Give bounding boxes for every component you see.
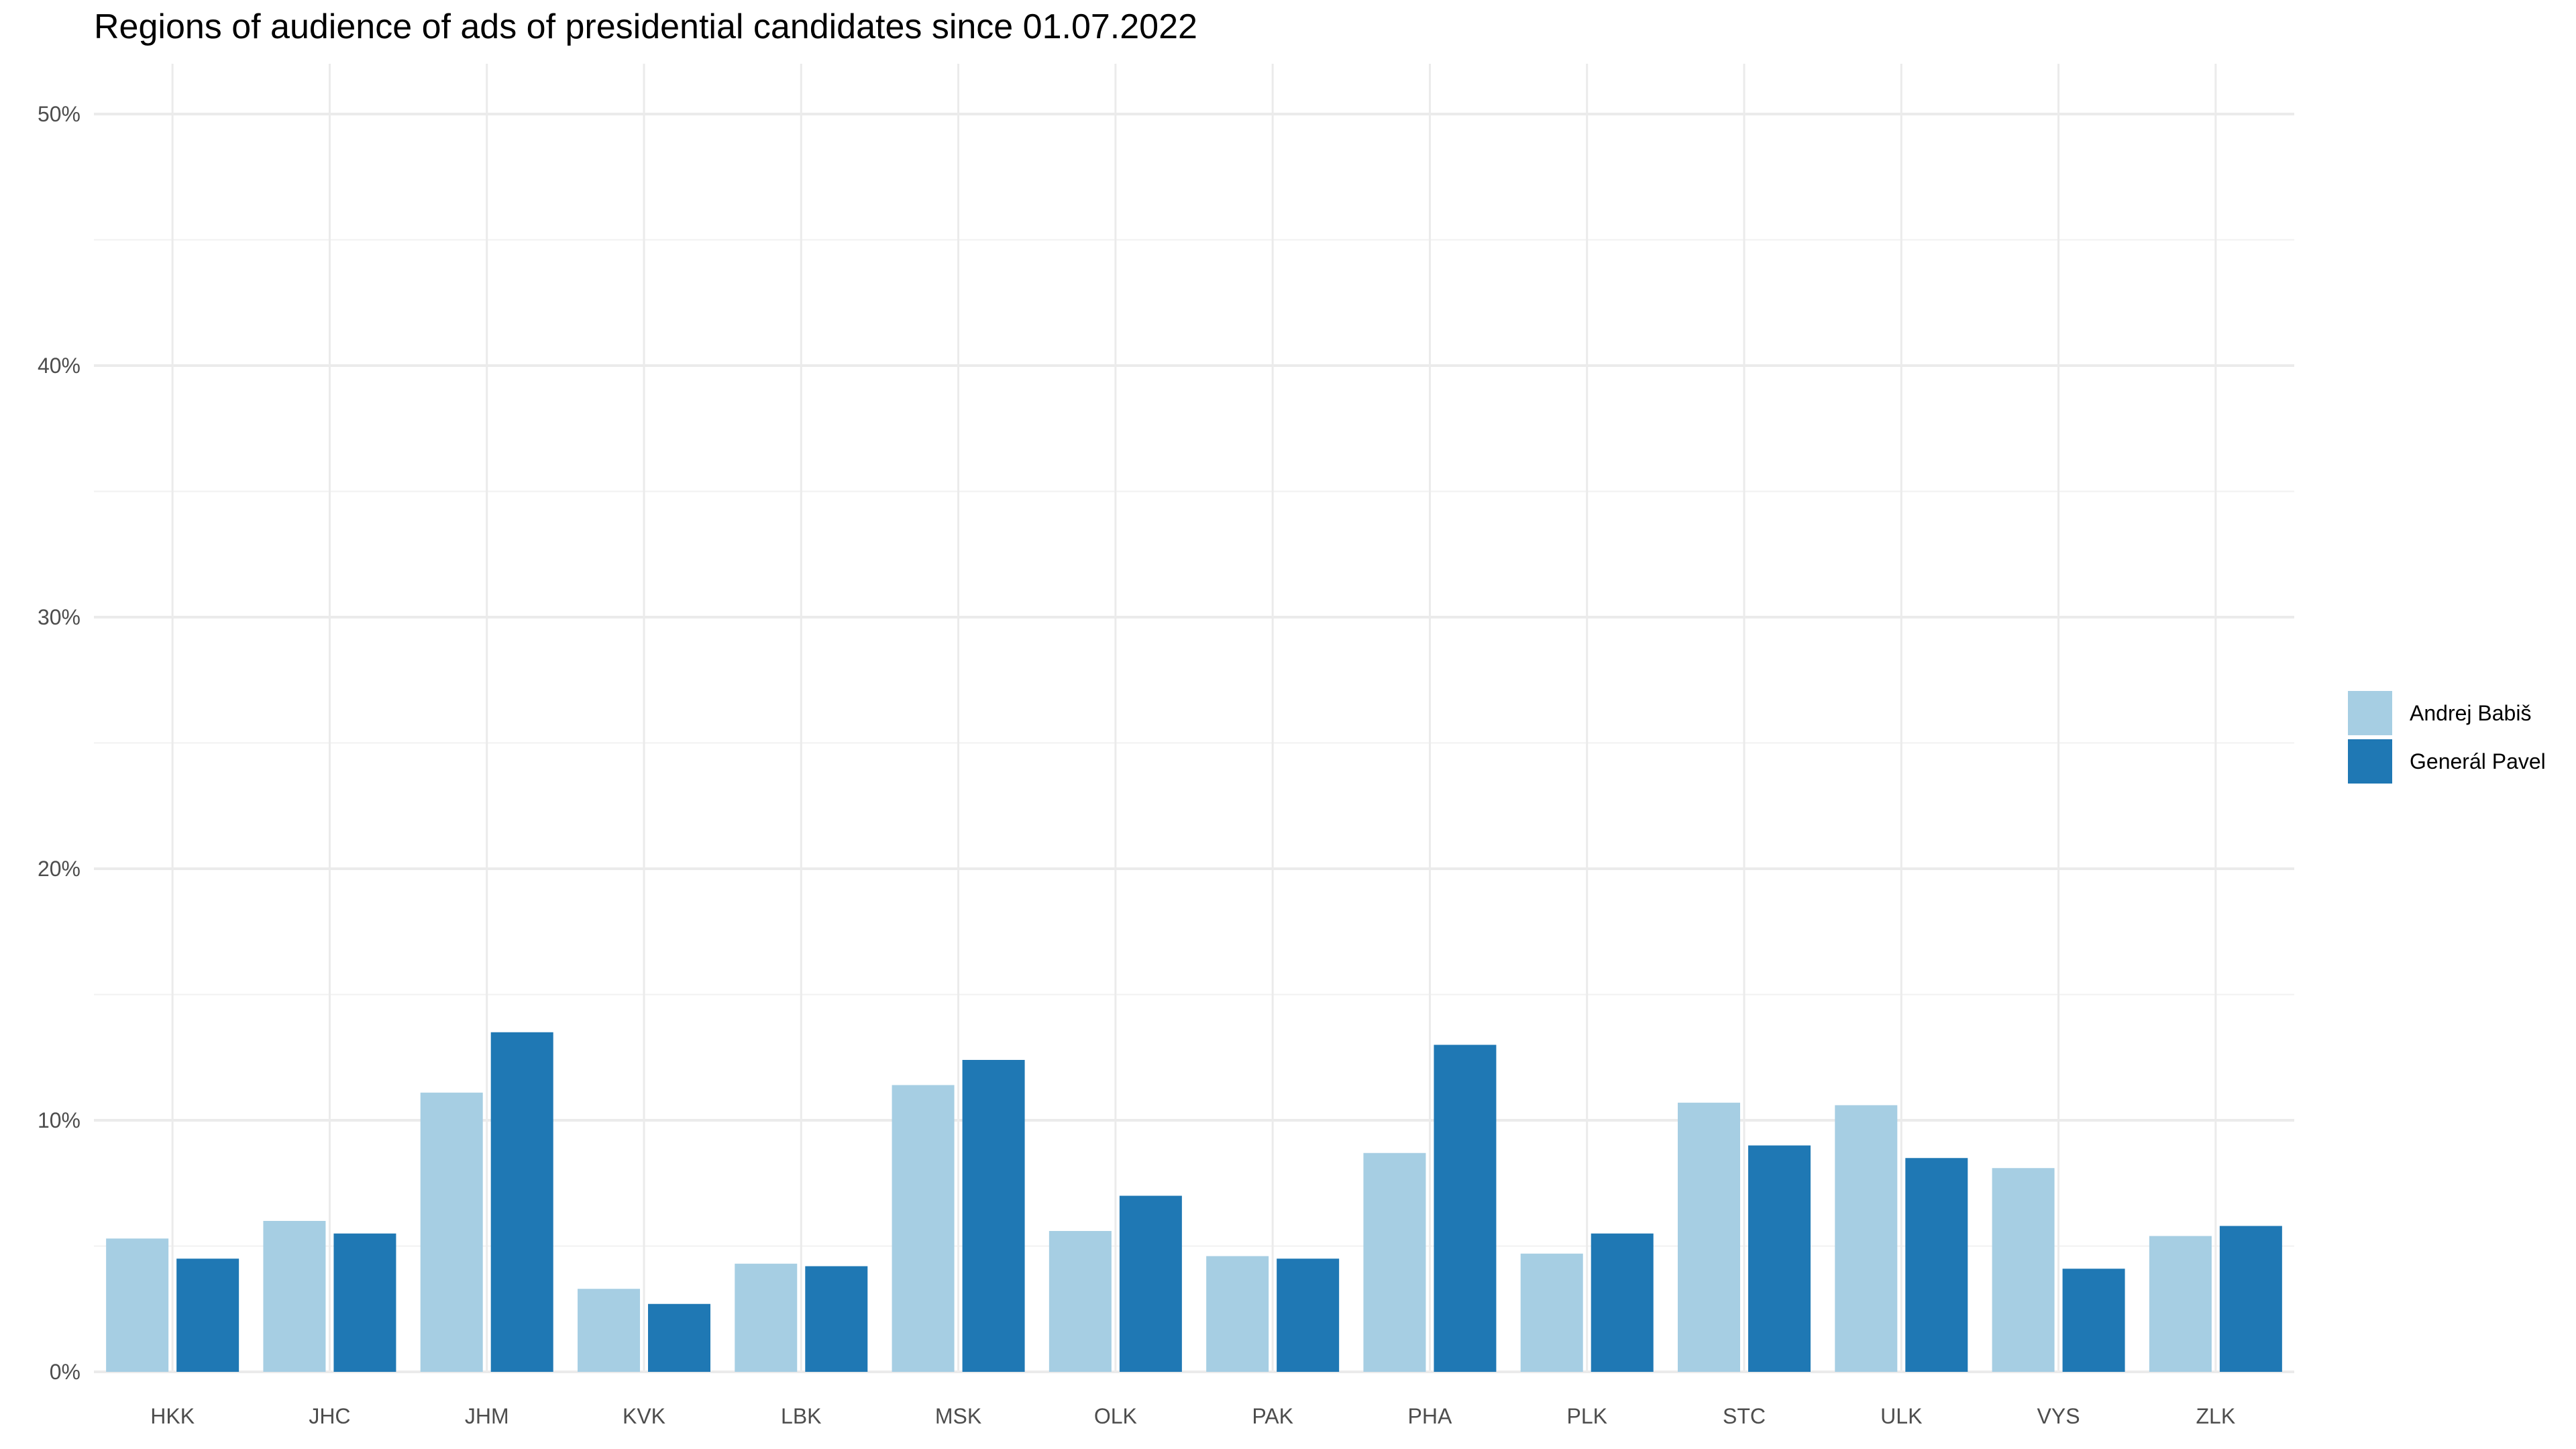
bar-jhc-series-2	[333, 1233, 396, 1372]
bar-ulk-series-1	[1835, 1105, 1898, 1372]
bar-pak-series-2	[1277, 1258, 1340, 1372]
bar-jhc-series-1	[263, 1221, 326, 1372]
bar-plk-series-2	[1591, 1233, 1654, 1372]
bar-lbk-series-2	[805, 1266, 868, 1372]
bar-msk-series-2	[962, 1060, 1025, 1372]
y-tick-label: 40%	[38, 354, 80, 378]
bar-vys-series-1	[1992, 1168, 2055, 1372]
y-tick-label: 50%	[38, 102, 80, 126]
bar-vys-series-2	[2062, 1269, 2125, 1372]
bar-stc-series-2	[1748, 1145, 1811, 1372]
chart-title: Regions of audience of ads of presidenti…	[94, 7, 1197, 46]
bar-stc-series-1	[1678, 1102, 1740, 1372]
x-tick-label-stc: STC	[1723, 1404, 1766, 1428]
y-tick-label: 20%	[38, 857, 80, 881]
y-tick-label: 0%	[50, 1360, 80, 1384]
x-tick-label-msk: MSK	[935, 1404, 981, 1428]
x-tick-label-jhc: JHC	[309, 1404, 350, 1428]
legend: Andrej Babiš Generál Pavel	[2348, 691, 2546, 784]
bars	[106, 1032, 2282, 1372]
x-tick-label-jhm: JHM	[465, 1404, 509, 1428]
legend-label-series-1: Andrej Babiš	[2410, 701, 2531, 725]
bar-hkk-series-1	[106, 1238, 169, 1372]
bar-pha-series-2	[1434, 1044, 1497, 1372]
bar-pak-series-1	[1206, 1256, 1269, 1372]
y-axis-tick-labels: 0% 10% 20% 30% 40% 50%	[38, 102, 80, 1384]
bar-olk-series-2	[1119, 1195, 1182, 1372]
bar-ulk-series-2	[1905, 1158, 1968, 1372]
legend-key-series-1	[2348, 691, 2392, 735]
x-tick-label-vys: VYS	[2037, 1404, 2080, 1428]
x-tick-label-pak: PAK	[1252, 1404, 1293, 1428]
x-axis-tick-labels: HKK JHC JHM KVK LBK MSK OLK PAK PHA PLK STC ULK VYS Z…	[150, 1404, 2235, 1428]
x-tick-label-plk: PLK	[1566, 1404, 1607, 1428]
bar-zlk-series-2	[2219, 1226, 2282, 1372]
y-tick-label: 30%	[38, 605, 80, 629]
bar-pha-series-1	[1363, 1152, 1426, 1372]
bar-hkk-series-2	[176, 1258, 239, 1372]
legend-key-series-2	[2348, 739, 2392, 784]
legend-label-series-2: Generál Pavel	[2410, 749, 2546, 773]
y-tick-label: 10%	[38, 1108, 80, 1132]
bar-kvk-series-1	[578, 1289, 640, 1372]
bar-msk-series-1	[892, 1085, 955, 1372]
x-tick-label-pha: PHA	[1408, 1404, 1452, 1428]
bar-zlk-series-1	[2149, 1236, 2212, 1372]
x-tick-label-lbk: LBK	[781, 1404, 821, 1428]
bar-plk-series-1	[1520, 1253, 1583, 1372]
bar-jhm-series-1	[420, 1092, 483, 1372]
bar-lbk-series-1	[735, 1263, 798, 1372]
x-tick-label-zlk: ZLK	[2196, 1404, 2236, 1428]
x-tick-label-hkk: HKK	[150, 1404, 195, 1428]
bar-kvk-series-2	[648, 1303, 710, 1372]
x-tick-label-kvk: KVK	[623, 1404, 665, 1428]
bar-olk-series-1	[1049, 1231, 1112, 1372]
x-tick-label-olk: OLK	[1094, 1404, 1137, 1428]
bar-jhm-series-2	[490, 1032, 553, 1372]
x-tick-label-ulk: ULK	[1880, 1404, 1922, 1428]
